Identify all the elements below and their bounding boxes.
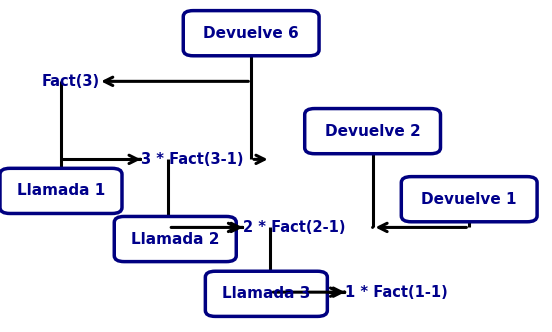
Text: Devuelve 1: Devuelve 1 (421, 192, 517, 207)
Text: Devuelve 2: Devuelve 2 (325, 124, 421, 139)
FancyBboxPatch shape (114, 216, 236, 262)
Text: 1 * Fact(1-1): 1 * Fact(1-1) (345, 285, 448, 300)
Text: Llamada 3: Llamada 3 (222, 286, 311, 301)
FancyBboxPatch shape (305, 109, 440, 154)
Text: Fact(3): Fact(3) (41, 74, 99, 89)
FancyBboxPatch shape (0, 168, 122, 213)
FancyBboxPatch shape (205, 271, 327, 316)
Text: Llamada 1: Llamada 1 (17, 183, 105, 199)
Text: Devuelve 6: Devuelve 6 (203, 26, 299, 41)
FancyBboxPatch shape (401, 177, 537, 222)
FancyBboxPatch shape (183, 11, 319, 56)
Text: 2 * Fact(2-1): 2 * Fact(2-1) (243, 220, 346, 235)
Text: Llamada 2: Llamada 2 (131, 231, 220, 247)
Text: 3 * Fact(3-1): 3 * Fact(3-1) (141, 152, 243, 167)
